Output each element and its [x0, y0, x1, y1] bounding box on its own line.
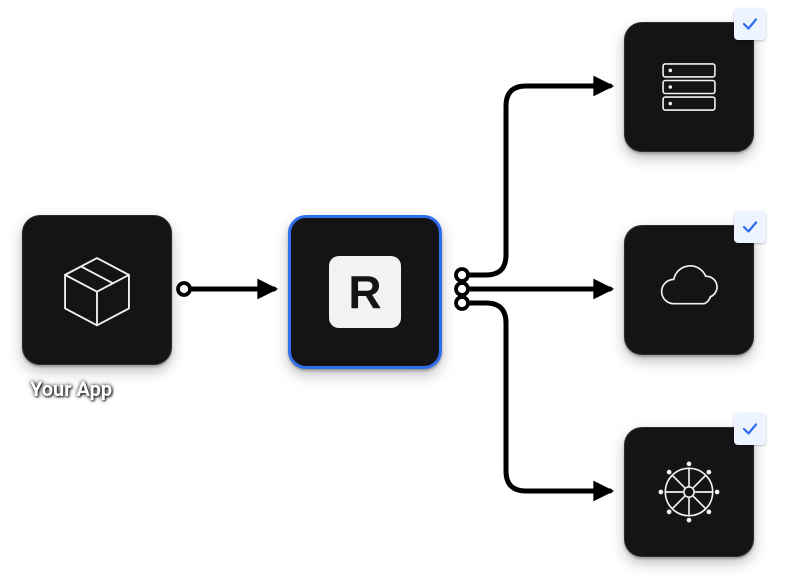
- kubernetes-target-card: [624, 427, 754, 557]
- box-icon: [55, 248, 139, 332]
- check-icon: [741, 218, 759, 236]
- check-icon: [741, 15, 759, 33]
- kubernetes-check-badge: [734, 413, 766, 445]
- server-target-card: [624, 22, 754, 152]
- your-app-label: Your App: [30, 377, 112, 401]
- r-logo-icon: R: [329, 256, 401, 328]
- kubernetes-icon: [652, 455, 726, 529]
- cloud-target-card: [624, 225, 754, 355]
- center-logo-card: R: [288, 215, 442, 369]
- check-icon: [741, 420, 759, 438]
- server-check-badge: [734, 8, 766, 40]
- cloud-icon: [651, 252, 727, 328]
- cloud-check-badge: [734, 211, 766, 243]
- server-icon: [653, 51, 725, 123]
- diagram-canvas: Your App R: [0, 0, 799, 587]
- your-app-card: [22, 215, 172, 365]
